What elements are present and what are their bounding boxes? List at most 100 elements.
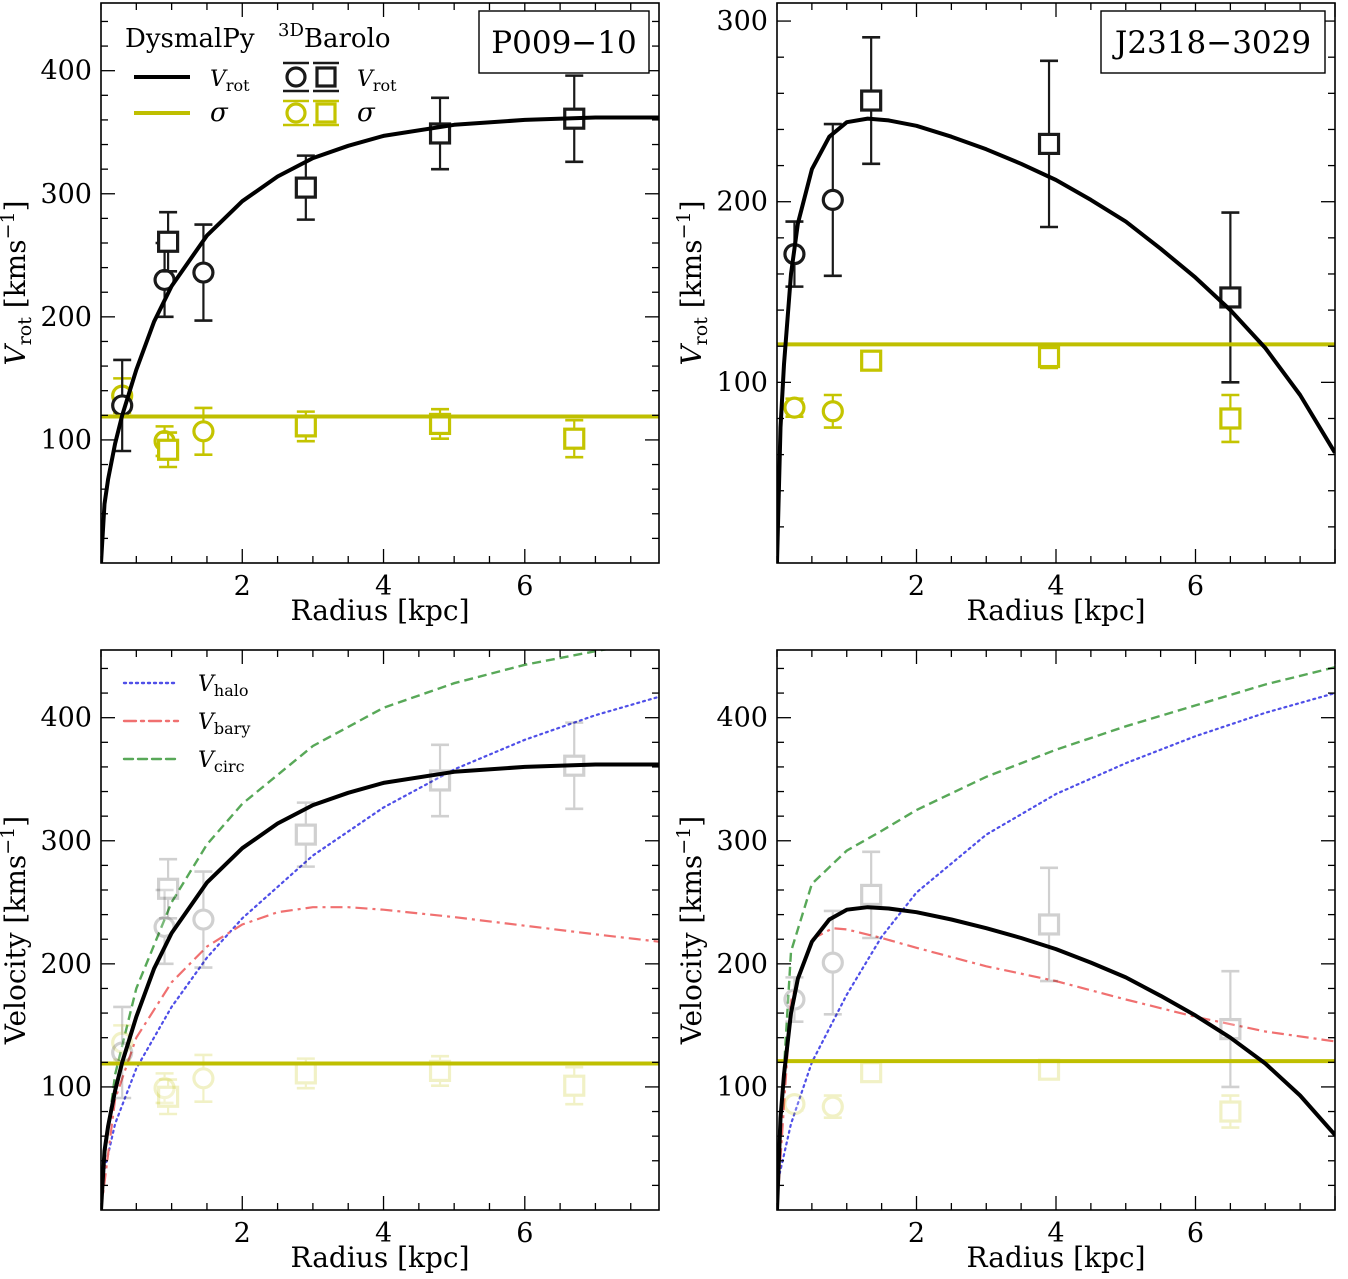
data-square [860, 89, 883, 112]
panel-p009-top: 2 4 6 100 200 300 400 Radius [kpc] Vrot [kms−1] P… [0, 2, 660, 627]
plot-frame [100, 2, 660, 564]
data-square [294, 1062, 317, 1085]
title-box [478, 10, 650, 74]
y-tick-label: 200 [716, 187, 768, 218]
model-vrot-line [777, 905, 1335, 1210]
legend-circle-rot [285, 66, 307, 88]
sigma-squares [157, 1054, 586, 1116]
ylabel-unit: [kms [0, 239, 32, 317]
plot-frame [100, 649, 660, 1211]
ticks [776, 3, 1336, 563]
ylabel-sub: rot [690, 317, 712, 346]
x-tick-label: 2 [908, 1218, 925, 1249]
y-tick-label: 200 [716, 949, 768, 980]
data-square [1219, 286, 1242, 309]
v-circ-line [777, 666, 1335, 1186]
data-circle [821, 188, 844, 212]
y-tick-label: 100 [716, 367, 768, 398]
data-circle [192, 1067, 215, 1090]
data-square [157, 438, 180, 461]
y-tick-label: 300 [716, 826, 768, 857]
data-square [563, 427, 586, 450]
legend-circ-label: Vcirc [198, 748, 245, 776]
x-tick-label: 4 [1047, 571, 1064, 602]
panel-title: J2318−3029 [1112, 25, 1311, 61]
panel-title: P009−10 [491, 25, 636, 61]
legend-circle-sig [285, 102, 307, 124]
data-square [294, 415, 317, 438]
vrot-sub: rot [226, 76, 250, 95]
data-square [1219, 407, 1242, 430]
data-square [1037, 132, 1061, 156]
barolo-sup: 3D [278, 20, 304, 41]
vrot-squares [860, 36, 1242, 384]
title-box [1100, 10, 1326, 74]
plot-area [777, 36, 1335, 563]
data-square [563, 1074, 586, 1097]
x-tick-label: 4 [1047, 1218, 1064, 1249]
ylabel-end: ] [675, 200, 708, 211]
data-square [157, 230, 180, 253]
y-tick-label: 100 [40, 425, 92, 456]
x-tick-label: 6 [1187, 571, 1204, 602]
data-square [1219, 1100, 1242, 1123]
data-square [860, 883, 883, 907]
y-tick-label: 100 [40, 1072, 92, 1103]
y-axis-label: Vrot [kms−1] [0, 200, 36, 365]
barolo-main: Barolo [304, 24, 391, 54]
model-vrot-line [101, 762, 659, 1210]
ylabel-text: Velocity [kms [675, 855, 708, 1045]
plot-area [777, 666, 1335, 1210]
v-circ-line [101, 650, 610, 1186]
legend-sigma-label-2: σ [357, 98, 376, 128]
ticks [100, 650, 659, 1210]
y-tick-label: 300 [716, 6, 768, 37]
x-axis-label: Radius [kpc] [966, 1241, 1145, 1274]
data-square [1037, 345, 1061, 369]
panel-j2318-top: 2 4 6 100 200 300 Radius [kpc] Vrot [kms−1] J231… [673, 2, 1336, 627]
legend-v: V [198, 710, 216, 735]
x-tick-label: 2 [234, 1218, 251, 1249]
data-square [294, 176, 317, 199]
x-tick-label: 6 [1187, 1218, 1204, 1249]
ylabel-sup: −1 [673, 827, 695, 855]
sigma-circles [783, 1093, 844, 1119]
panel-j2318-bottom: 2 4 6 100 200 300 400 Radius [kpc] Velocity [kms… [673, 649, 1336, 1274]
data-circle [153, 1077, 176, 1100]
vrot-sub: rot [373, 76, 397, 95]
vrot-v: V [210, 67, 228, 92]
y-tick-label: 200 [40, 302, 92, 333]
data-square [428, 412, 452, 436]
data-square [1037, 913, 1061, 936]
legend-vrot-label-2: Vrot [357, 67, 397, 95]
data-circle [192, 420, 215, 443]
plot-area [101, 74, 659, 563]
ylabel-text: Velocity [kms [0, 855, 32, 1045]
sigma-squares [157, 407, 586, 469]
legend-dysmal-title: DysmalPy [125, 24, 255, 54]
data-circle [821, 1095, 844, 1118]
ylabel-sup: −1 [0, 211, 19, 239]
ylabel-sup: −1 [0, 827, 19, 855]
y-axis-label: Vrot [kms−1] [673, 200, 712, 365]
ticks [776, 650, 1336, 1210]
data-circle [821, 400, 844, 423]
data-square [428, 1059, 452, 1083]
y-axis-label: Velocity [kms−1] [673, 816, 708, 1045]
legend-sigma-label: σ [210, 98, 229, 128]
vrot-squares [157, 721, 586, 920]
v-halo-line [777, 691, 1335, 1187]
data-circle [783, 396, 806, 419]
legend-barolo-title: 3DBarolo [278, 20, 391, 54]
x-tick-label: 2 [234, 571, 251, 602]
legend-sub: bary [214, 719, 250, 738]
plot-area [101, 650, 659, 1210]
data-circle [192, 261, 215, 284]
legend-square-sig [315, 102, 337, 124]
ylabel-v: V [0, 343, 32, 366]
y-tick-label: 200 [40, 949, 92, 980]
legend-bary-label: Vbary [198, 710, 250, 738]
x-axis-label: Radius [kpc] [966, 594, 1145, 627]
